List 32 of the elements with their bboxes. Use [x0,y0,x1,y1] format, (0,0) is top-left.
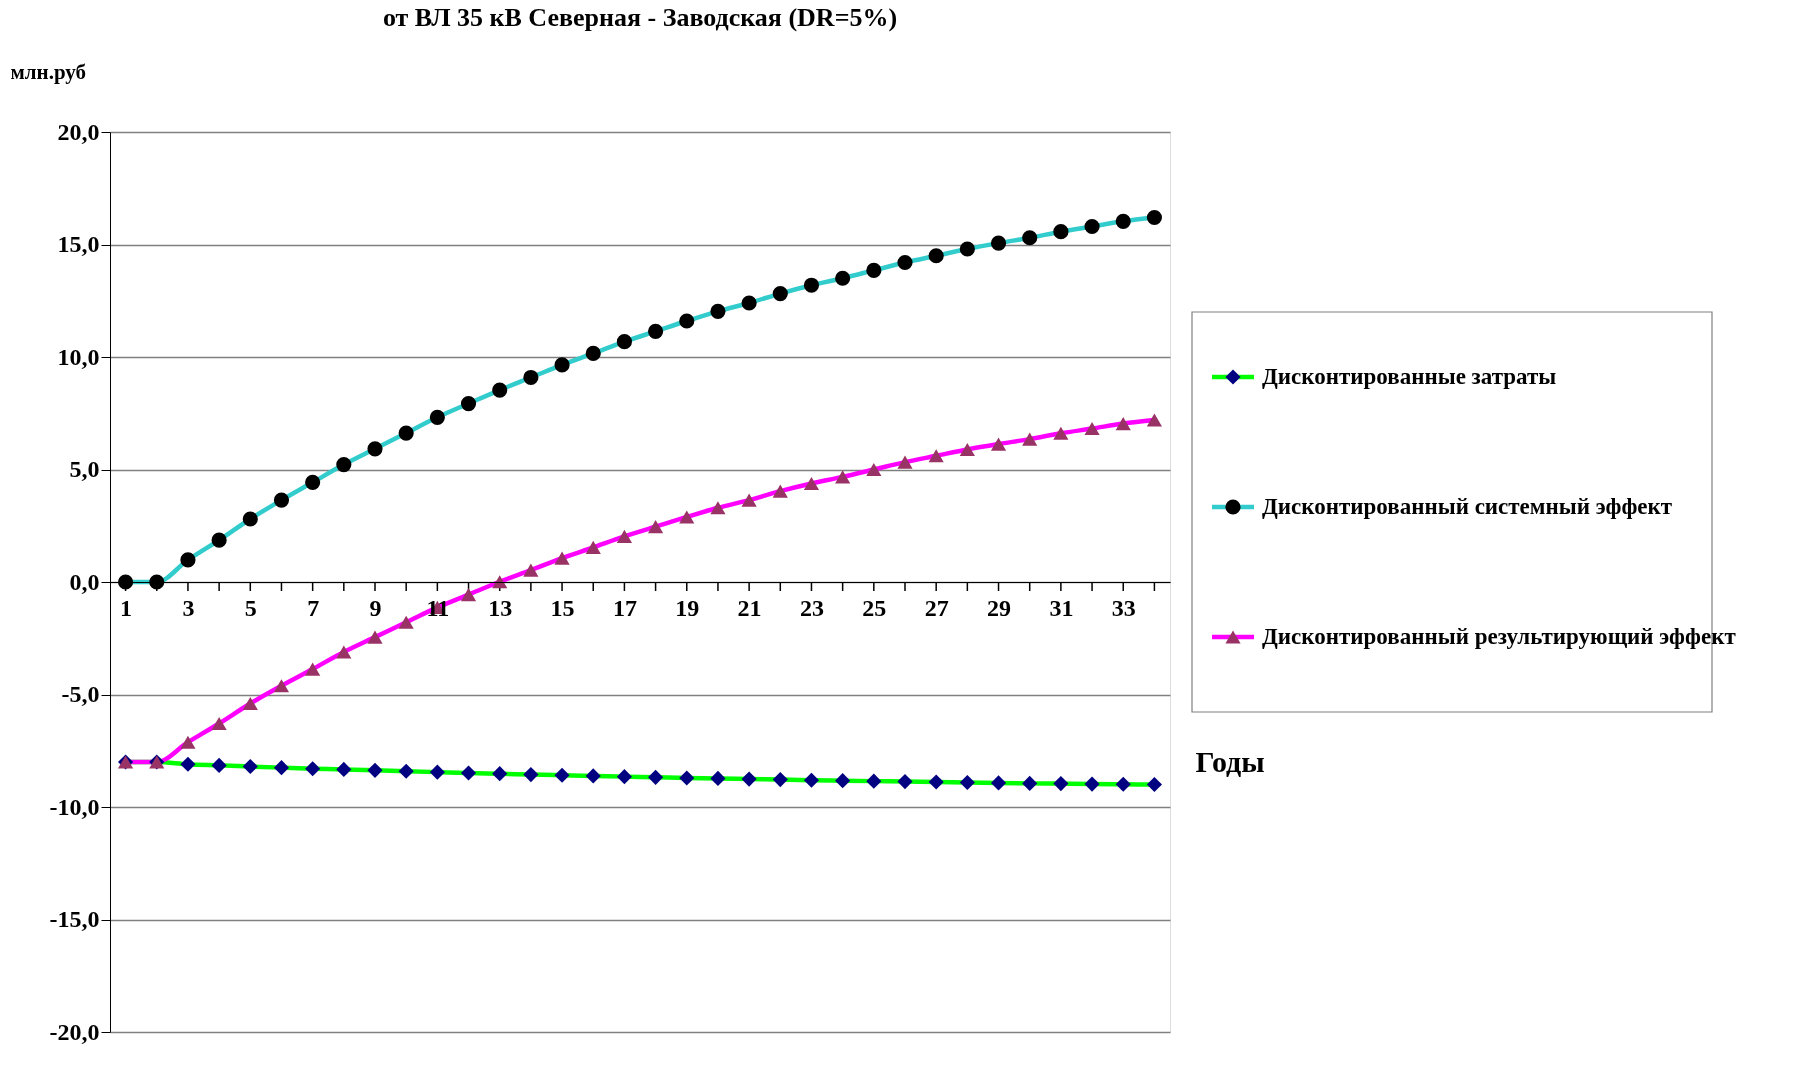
x-tick-label: 11 [426,594,450,621]
x-tick-label: 21 [737,594,762,621]
x-tick-label: 27 [924,594,949,621]
x-tick-label: 33 [1111,594,1136,621]
y-tick-label: 10,0 [57,343,100,370]
chart-title: от ВЛ 35 кВ Северная - Заводская (DR=5%) [382,3,898,32]
y-tick-label: 15,0 [57,231,100,257]
y-axis-title: млн.руб [10,59,87,84]
x-tick-label: 13 [488,594,513,621]
legend-label: Дисконтированный результирующий эффект [1262,624,1737,649]
y-tick-label: 0,0 [69,568,100,595]
x-tick-label: 5 [244,594,257,621]
x-tick-label: 17 [612,594,637,621]
x-tick-label: 25 [862,594,887,621]
legend-label: Дисконтированные затраты [1262,364,1557,389]
x-tick-label: 15 [550,594,575,621]
y-tick-label: -5,0 [61,681,100,707]
x-tick-label: 3 [182,594,195,621]
x-tick-label: 19 [675,594,700,621]
y-tick-label: 20,0 [57,118,100,145]
x-tick-label: 29 [987,594,1012,621]
y-tick-label: -20,0 [49,1018,100,1045]
y-tick-label: 5,0 [69,456,100,482]
x-tick-label: 7 [307,594,320,621]
y-tick-label: -10,0 [49,793,100,820]
y-tick-label: -15,0 [49,906,100,932]
x-tick-label: 1 [120,594,133,621]
x-tick-label: 23 [799,594,824,621]
x-tick-label: 9 [369,594,382,621]
x-axis-title: Годы [1195,744,1265,778]
legend-label: Дисконтированный системный эффект [1262,494,1673,519]
x-tick-label: 31 [1049,594,1074,621]
